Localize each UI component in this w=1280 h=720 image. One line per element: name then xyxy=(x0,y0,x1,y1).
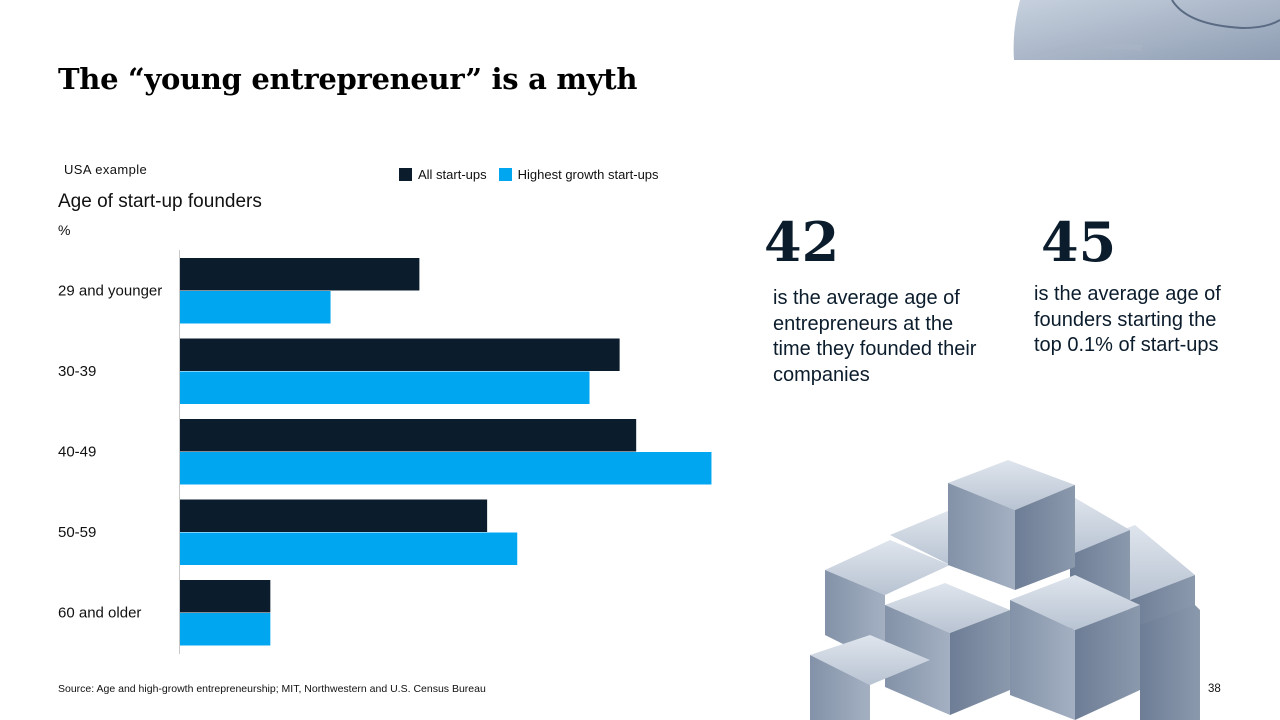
decorative-cubes-photo xyxy=(810,460,1200,720)
legend-item-highest-growth: Highest growth start-ups xyxy=(498,167,659,182)
bar-highest-growth-3 xyxy=(180,532,518,565)
stat-value-all: 42 xyxy=(764,210,840,274)
bar-highest-growth-2 xyxy=(180,452,712,485)
category-label-4: 60 and older xyxy=(58,605,141,622)
stat-text-all: is the average age of entrepreneurs at t… xyxy=(773,287,977,386)
source-note: Source: Age and high-growth entrepreneur… xyxy=(58,683,486,695)
page-number: 38 xyxy=(1208,683,1221,695)
legend-label-all: All start-ups xyxy=(418,167,487,182)
stat-value-top: 45 xyxy=(1041,210,1117,274)
chart-unit: % xyxy=(58,222,71,238)
bar-highest-growth-1 xyxy=(180,371,590,404)
category-label-2: 40-49 xyxy=(58,444,96,461)
legend-swatch-all xyxy=(399,168,412,181)
category-label-1: 30-39 xyxy=(58,363,96,380)
bar-all-3 xyxy=(180,499,488,532)
legend-label-highest-growth: Highest growth start-ups xyxy=(517,167,659,182)
legend-swatch-highest-growth xyxy=(498,168,512,181)
bar-all-1 xyxy=(180,338,620,371)
chart-legend: All start-ups Highest growth start-ups xyxy=(399,167,671,182)
chart-title: Age of start-up founders xyxy=(58,191,262,212)
region-label: USA example xyxy=(64,162,148,177)
legend-item-all: All start-ups xyxy=(399,167,487,182)
bar-highest-growth-0 xyxy=(180,291,331,324)
decorative-photo-top xyxy=(1013,0,1280,60)
page-title: The “young entrepreneur” is a myth xyxy=(58,62,638,96)
bar-all-4 xyxy=(180,580,271,613)
bar-highest-growth-4 xyxy=(180,613,271,646)
bar-chart: 29 and younger 30-39 40-49 50-59 60 and olde… xyxy=(58,250,712,654)
bar-all-0 xyxy=(180,258,420,291)
stat-text-top: is the average age of founders starting … xyxy=(1034,283,1221,356)
bar-all-2 xyxy=(180,419,637,452)
category-label-0: 29 and younger xyxy=(58,283,162,300)
category-label-3: 50-59 xyxy=(58,524,96,541)
